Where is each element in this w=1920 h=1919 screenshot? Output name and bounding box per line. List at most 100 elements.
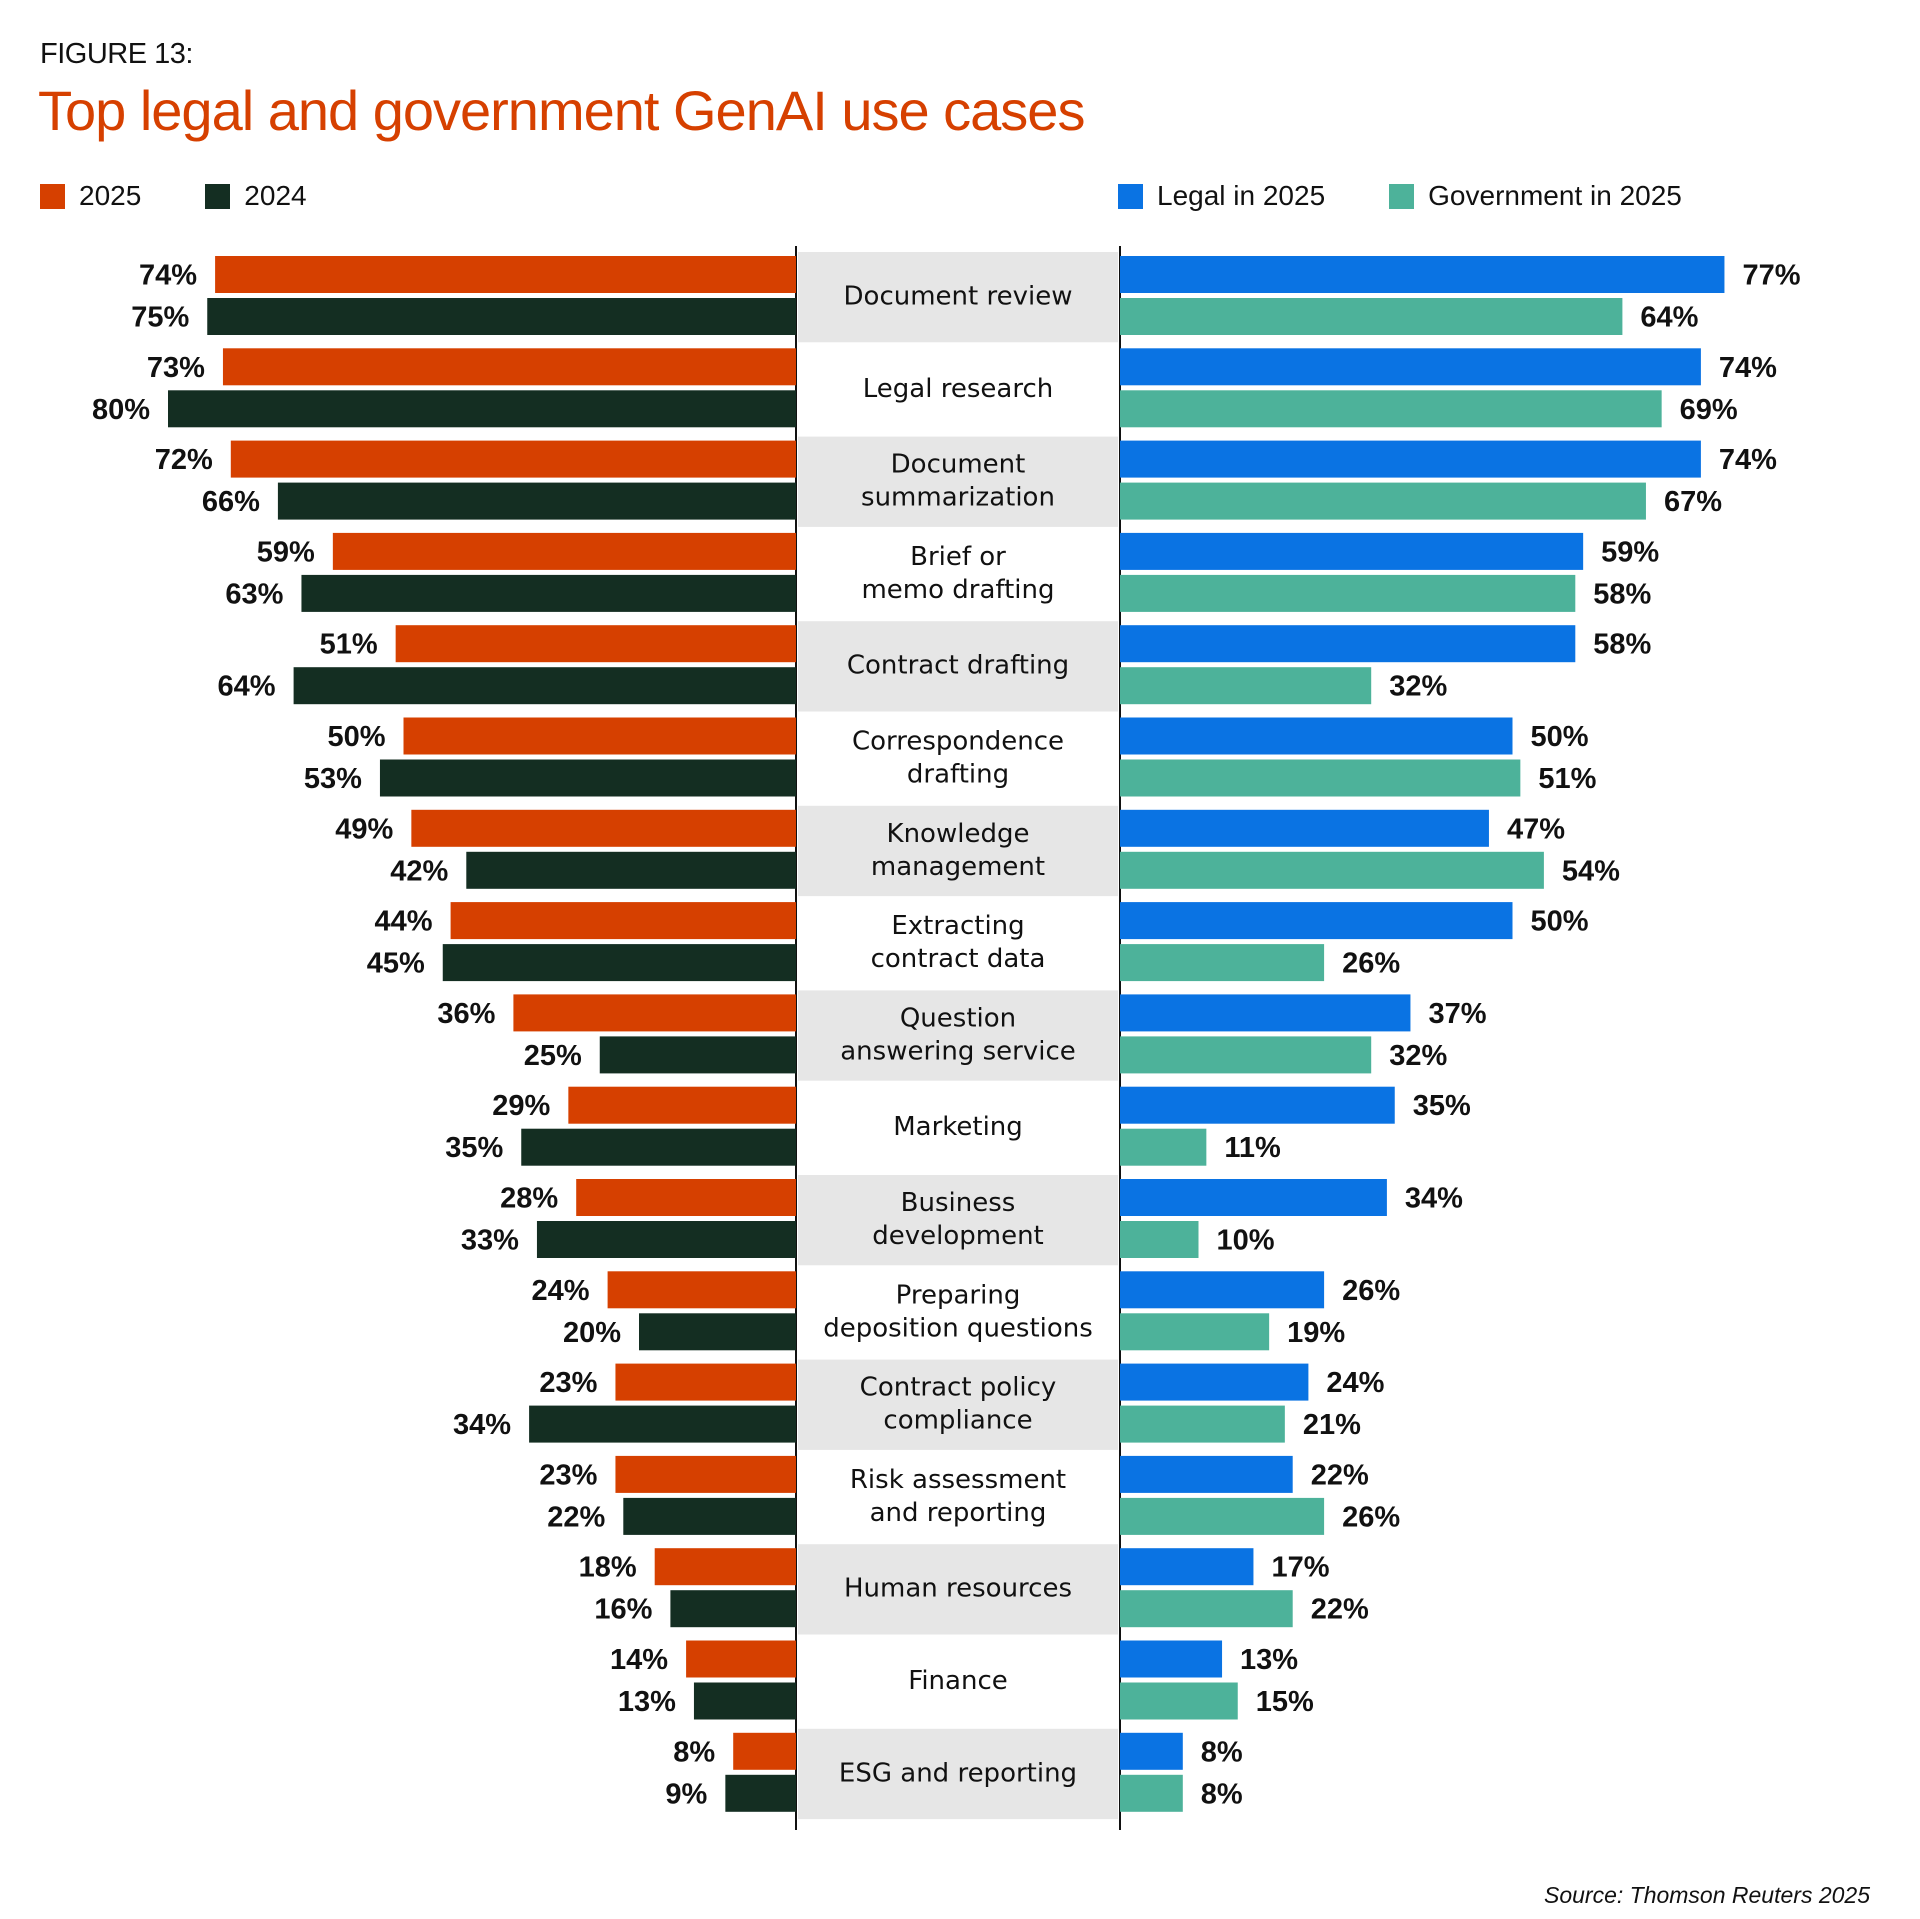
- category-label: Finance: [908, 1666, 1007, 1696]
- legend-swatch-legal: [1118, 183, 1143, 209]
- bar-2025: [215, 256, 797, 293]
- category-label: Brief or: [910, 542, 1006, 572]
- bar-2024: [670, 1590, 796, 1628]
- value-label: 47%: [1507, 813, 1565, 845]
- category-band: [798, 252, 1118, 343]
- category-label: and reporting: [870, 1498, 1047, 1528]
- bar-2025: [733, 1732, 796, 1770]
- value-label: 66%: [202, 486, 260, 518]
- legend-label: 2025: [79, 180, 142, 211]
- value-label: 26%: [1342, 1275, 1400, 1307]
- bar-legal: [1120, 1640, 1223, 1678]
- value-label: 75%: [131, 302, 189, 334]
- category-label: Preparing: [896, 1280, 1021, 1310]
- bar-2025: [411, 809, 796, 847]
- bar-2025: [615, 1455, 796, 1493]
- value-label: 74%: [139, 260, 197, 292]
- value-label: 14%: [610, 1644, 668, 1676]
- value-label: 13%: [1240, 1644, 1298, 1676]
- bar-2024: [693, 1682, 796, 1720]
- legend-swatch-government: [1389, 183, 1415, 209]
- category-label: Knowledge: [887, 819, 1030, 849]
- value-label: 77%: [1742, 260, 1800, 292]
- category-label: contract data: [871, 944, 1046, 974]
- value-label: 64%: [218, 671, 276, 703]
- value-label: 33%: [461, 1225, 519, 1257]
- value-label: 11%: [1224, 1132, 1281, 1164]
- bar-2024: [466, 851, 796, 889]
- category-label: compliance: [883, 1406, 1032, 1436]
- bar-government: [1120, 944, 1325, 982]
- category-label: Risk assessment: [850, 1465, 1066, 1495]
- bar-government: [1120, 390, 1662, 428]
- bar-2024: [536, 1221, 796, 1258]
- value-label: 32%: [1389, 671, 1447, 703]
- value-label: 22%: [1311, 1459, 1369, 1491]
- category-band: [798, 805, 1118, 897]
- category-label: Contract policy: [860, 1373, 1057, 1403]
- category-band: [798, 1267, 1118, 1358]
- value-label: 10%: [1217, 1225, 1275, 1257]
- value-label: 49%: [335, 813, 393, 845]
- value-label: 50%: [327, 721, 385, 753]
- value-label: 17%: [1271, 1552, 1329, 1584]
- bar-2025: [230, 440, 797, 478]
- value-label: 24%: [1326, 1367, 1384, 1399]
- bar-government: [1120, 1036, 1372, 1074]
- bar-2024: [599, 1036, 796, 1074]
- value-label: 15%: [1256, 1686, 1314, 1718]
- bar-2024: [379, 759, 796, 797]
- bar-legal: [1120, 348, 1701, 386]
- bar-legal: [1120, 625, 1576, 663]
- chart-title: Top legal and government GenAI use cases: [38, 79, 1085, 142]
- bar-2024: [639, 1313, 796, 1351]
- category-label: Question: [900, 1003, 1016, 1033]
- legend-item-2025: 2025: [40, 180, 141, 212]
- category-label: Marketing: [893, 1112, 1023, 1142]
- category-label: Extracting: [891, 911, 1024, 941]
- value-label: 59%: [257, 536, 315, 568]
- category-label: Legal research: [863, 374, 1053, 404]
- category-band: [798, 1082, 1118, 1173]
- category-label: memo drafting: [861, 575, 1054, 605]
- value-label: 8%: [1201, 1778, 1243, 1810]
- legend-label: Government in 2025: [1428, 180, 1682, 211]
- value-label: 28%: [500, 1183, 558, 1215]
- bar-legal: [1120, 994, 1411, 1032]
- value-label: 74%: [1719, 444, 1777, 476]
- legend-left: 2025 2024: [40, 180, 371, 212]
- category-label: answering service: [840, 1036, 1076, 1066]
- category-label: Correspondence: [852, 727, 1064, 757]
- category-band: [798, 1359, 1118, 1450]
- bar-legal: [1120, 1086, 1395, 1124]
- bar-government: [1120, 1128, 1207, 1166]
- value-label: 69%: [1680, 394, 1738, 426]
- value-label: 21%: [1303, 1409, 1361, 1441]
- value-label: 20%: [563, 1317, 621, 1349]
- bar-government: [1120, 1590, 1293, 1628]
- value-label: 19%: [1287, 1317, 1345, 1349]
- figure-label: FIGURE 13:: [40, 38, 193, 70]
- bar-2024: [168, 390, 796, 428]
- category-band: [798, 1544, 1118, 1635]
- bar-legal: [1120, 1732, 1183, 1770]
- bar-2025: [332, 532, 796, 570]
- source-note: Source: Thomson Reuters 2025: [1543, 1882, 1870, 1908]
- value-label: 34%: [1405, 1183, 1463, 1215]
- bar-2024: [623, 1497, 796, 1535]
- bar-legal: [1120, 1179, 1387, 1216]
- value-label: 29%: [492, 1090, 550, 1122]
- category-band: [798, 1175, 1118, 1266]
- category-label: Human resources: [844, 1574, 1072, 1604]
- value-label: 44%: [375, 906, 433, 938]
- value-label: 51%: [1538, 763, 1596, 795]
- bar-government: [1120, 574, 1576, 612]
- category-band: [798, 1451, 1118, 1543]
- bar-2024: [521, 1128, 796, 1166]
- value-label: 53%: [304, 763, 362, 795]
- value-label: 22%: [547, 1501, 605, 1533]
- value-label: 45%: [367, 948, 425, 980]
- bar-legal: [1120, 1548, 1254, 1586]
- category-label: management: [871, 852, 1045, 882]
